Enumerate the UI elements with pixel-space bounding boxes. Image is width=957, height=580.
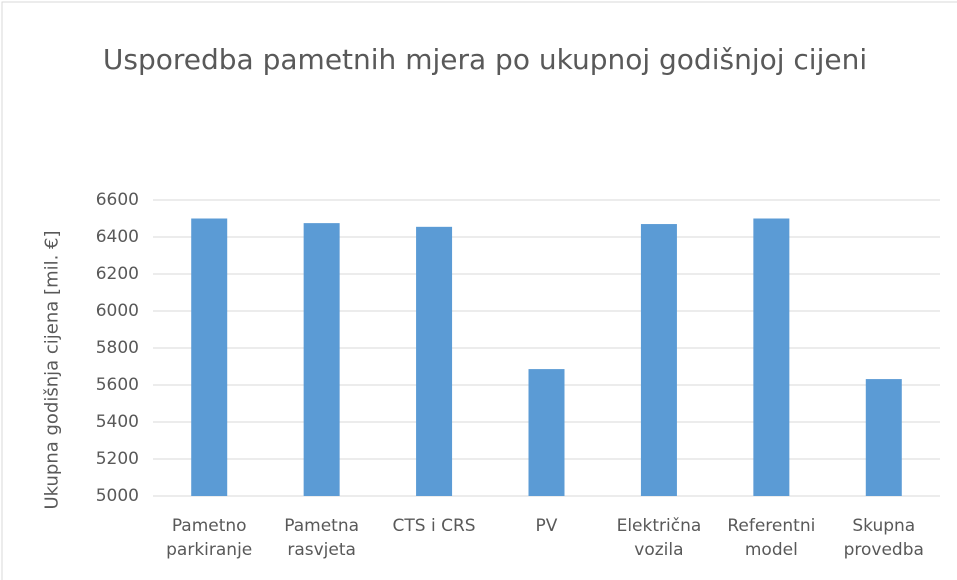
bar (303, 223, 340, 496)
x-tick-label: Skupna provedba (843, 516, 924, 560)
chart-title: Usporedba pametnih mjera po ukupnoj godi… (102, 43, 868, 76)
y-axis-label: Ukupna godišnja cijena [mil. €] (41, 230, 63, 510)
bar (640, 224, 677, 497)
y-tick-label: 6400 (96, 227, 139, 247)
y-tick-label: 6000 (96, 301, 139, 321)
x-tick-label: Pametno parkiranje (166, 516, 253, 560)
x-tick-label: Električna vozila (616, 516, 702, 560)
y-tick-label: 5200 (96, 449, 139, 469)
bar (191, 218, 228, 496)
y-tick-label: 6600 (96, 190, 139, 210)
x-tick-label: PV (535, 516, 558, 536)
y-tick-label: 5000 (96, 486, 139, 506)
bar (528, 369, 565, 496)
x-tick-label: CTS i CRS (392, 516, 476, 536)
y-tick-label: 5600 (96, 375, 139, 395)
x-tick-label: Referentni model (727, 516, 816, 560)
bar (753, 218, 790, 496)
y-tick-label: 5400 (96, 412, 139, 432)
y-tick-label: 5800 (96, 338, 139, 358)
bar (865, 379, 902, 496)
bar (416, 226, 453, 496)
x-tick-label: Pametna rasvjeta (284, 516, 360, 560)
y-tick-label: 6200 (96, 264, 139, 284)
